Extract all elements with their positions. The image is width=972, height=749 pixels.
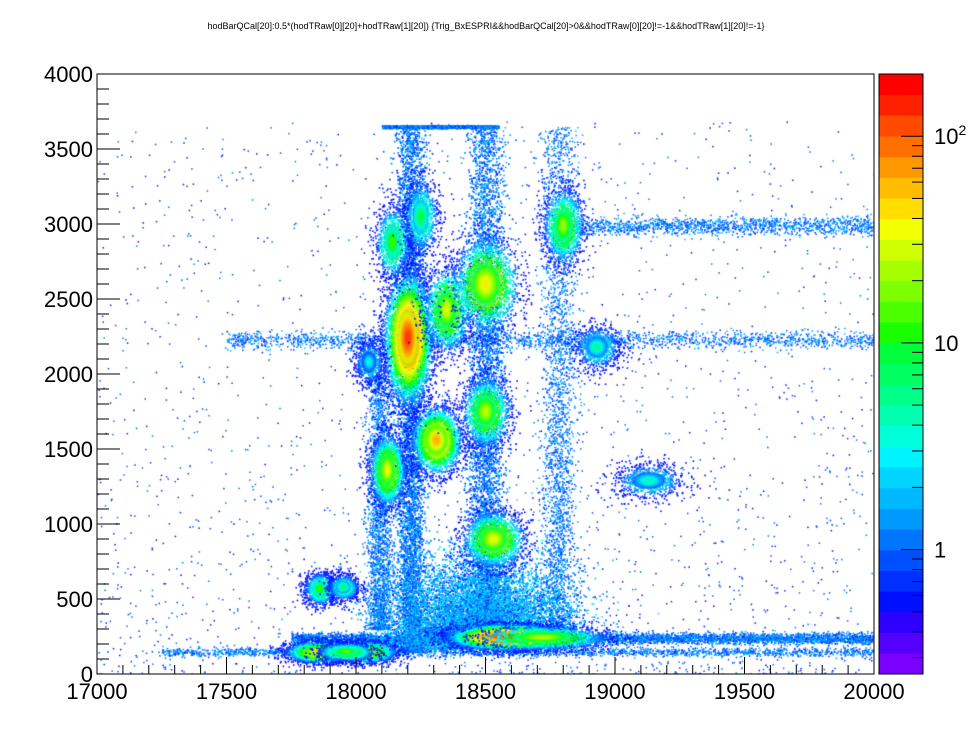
palette-swatch [879,301,923,323]
palette-label: 1 [934,538,946,563]
palette-frame [878,73,924,675]
palette-swatch [879,115,923,137]
y-tick-label: 1000 [44,512,93,537]
x-tick-label: 18500 [455,679,516,704]
palette-swatch [879,260,923,282]
palette-swatch [879,239,923,261]
y-tick-label: 4000 [44,62,93,87]
palette-swatch [879,529,923,551]
palette-swatch [879,363,923,385]
palette-swatch [879,611,923,634]
palette-swatch [879,218,923,240]
palette-swatch [879,405,923,427]
palette-swatch [879,136,923,158]
x-tick-label: 20000 [843,679,904,704]
x-tick-label: 19500 [714,679,775,704]
palette-swatch [879,425,923,447]
palette-swatch [879,508,923,530]
palette-swatch [879,384,923,406]
palette-label: 102 [934,122,966,149]
palette-swatch [879,549,923,571]
palette-swatch [879,177,923,199]
y-axis: 0 500 1000 1500 2000 2500 3000 3500 4000 [44,62,120,687]
color-palette [878,73,924,675]
y-tick-label: 3000 [44,212,93,237]
plot-area [96,73,875,675]
y-tick-label: 3500 [44,137,93,162]
heatmap-cells [97,74,874,674]
x-axis: 17000 17500 18000 18500 19000 19500 20000 [66,657,905,704]
y-tick-label: 2500 [44,287,93,312]
palette-swatch [879,322,923,344]
palette-swatch [879,156,923,178]
palette-swatch [879,467,923,489]
y-tick-label: 1500 [44,437,93,462]
palette-swatch [879,653,923,675]
palette-swatch [879,570,923,592]
palette-label-base: 10 [934,124,958,149]
x-tick-label: 17000 [66,679,127,704]
x-tick-label: 19000 [584,679,645,704]
palette-swatch [879,446,923,468]
palette-label: 10 [934,331,958,356]
palette-swatch [879,94,923,116]
palette-label-exponent: 2 [958,122,966,138]
heatmap-cells-container [97,74,874,674]
palette-swatch [879,632,923,654]
palette-swatch [879,342,923,365]
palette-swatch [879,198,923,220]
y-tick-label: 2000 [44,362,93,387]
x-tick-label: 18000 [325,679,386,704]
x-tick-label: 17500 [196,679,257,704]
y-tick-label: 0 [81,662,93,687]
palette-swatch [879,591,923,613]
chart-title: hodBarQCal[20]:0.5*(hodTRaw[0][20]+hodTR… [208,21,765,31]
palette-swatch [879,74,923,96]
palette-swatch [879,280,923,302]
palette-swatch [879,487,923,509]
y-tick-label: 500 [56,587,93,612]
